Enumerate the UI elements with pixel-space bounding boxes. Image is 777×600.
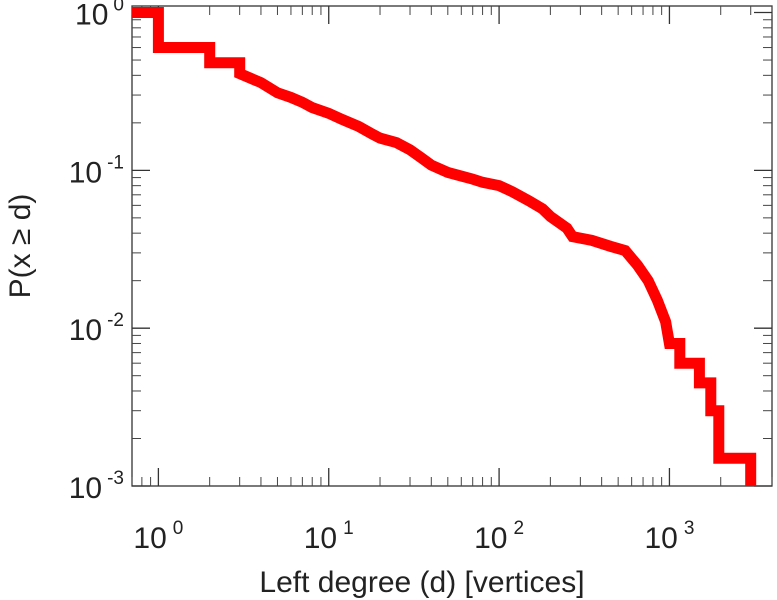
x-tick-label: 10 2 [474,518,524,555]
y-tick-label: 10 -1 [69,152,124,189]
x-tick-label: 10 0 [133,518,183,555]
major-ticks [132,6,772,487]
y-axis-label: P(x ≥ d) [4,194,37,299]
y-tick-label: 10 0 [75,0,124,32]
series-layer [132,7,757,486]
x-tick-label: 10 1 [304,518,354,555]
x-axis-label: Left degree (d) [vertices] [259,566,584,599]
y-tick-label: 10 -3 [69,468,124,505]
y-tick-label: 10 -2 [69,310,124,347]
plot-frame [131,5,773,487]
series-line [132,7,757,486]
x-tick-labels: 10 0 10 1 10 2 10 3 [133,518,694,555]
minor-ticks [131,6,773,486]
x-tick-label: 10 3 [644,518,694,555]
